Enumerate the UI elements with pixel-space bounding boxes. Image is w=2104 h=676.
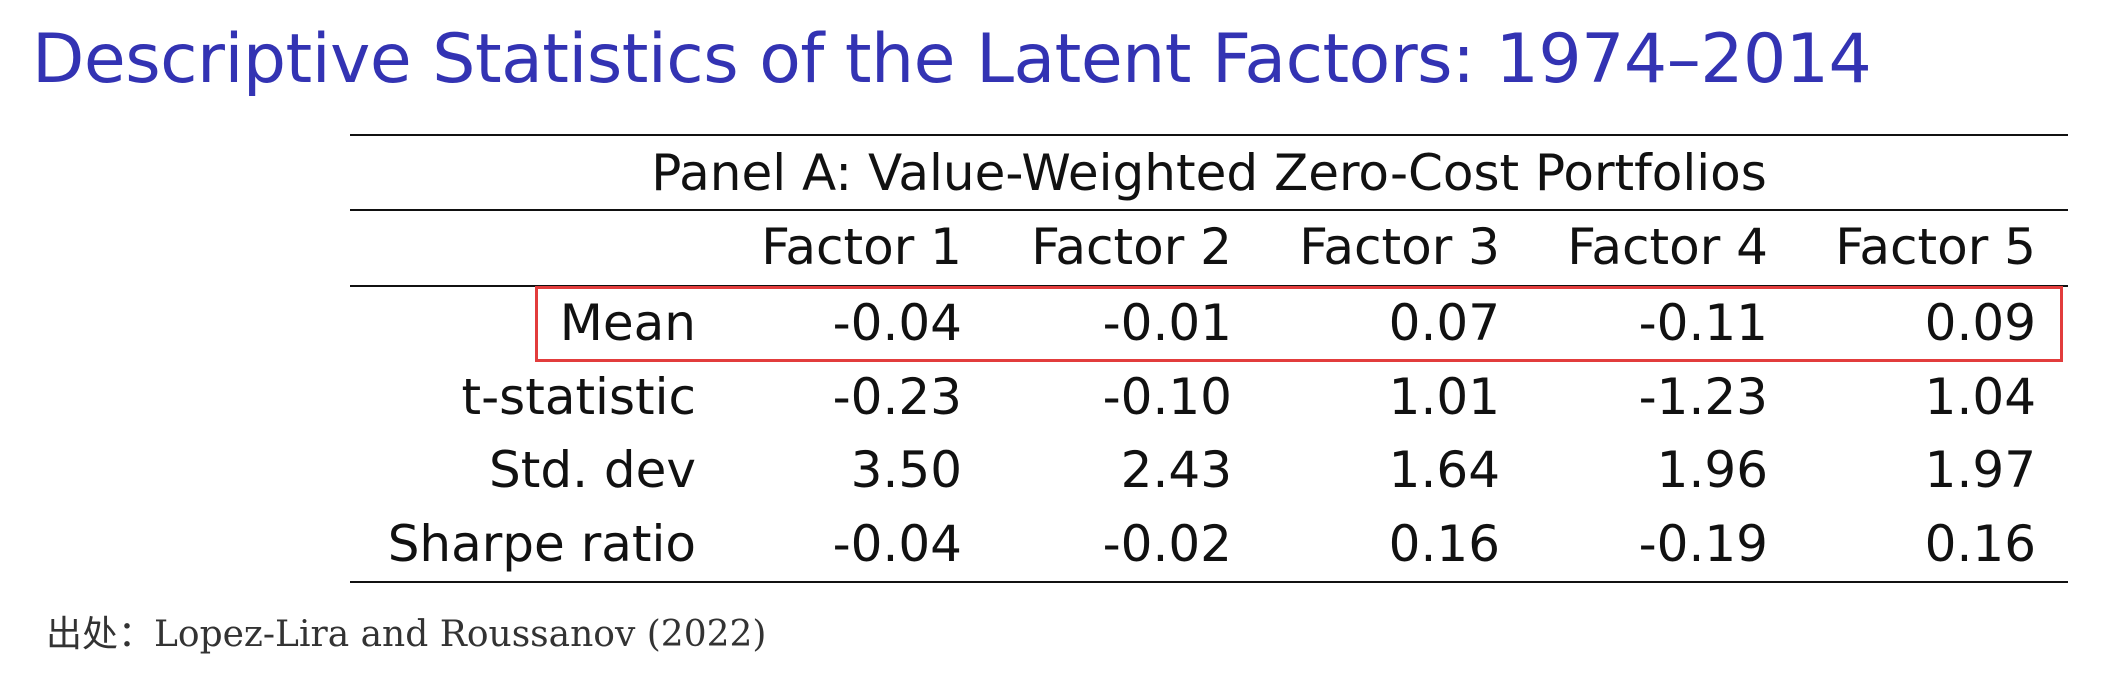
table-cell: 1.97 (1924, 441, 2036, 499)
top-rule (350, 134, 2068, 136)
column-header: Factor 2 (1031, 218, 1232, 276)
row-label: Sharpe ratio (387, 515, 696, 573)
table-cell: -0.04 (832, 515, 962, 573)
table-cell: 0.16 (1924, 515, 2036, 573)
row-label: t-statistic (461, 368, 696, 426)
table-cell: 1.96 (1656, 441, 1768, 499)
source-citation: 出处：Lopez-Lira and Roussanov (2022) (46, 614, 767, 655)
table-cell: 1.01 (1388, 368, 1500, 426)
table-cell: -0.01 (1102, 294, 1232, 352)
table-cell: 1.64 (1388, 441, 1500, 499)
row-label: Mean (559, 294, 696, 352)
table-cell: 3.50 (850, 441, 962, 499)
table-cell: -0.10 (1102, 368, 1232, 426)
table-cell: 2.43 (1120, 441, 1232, 499)
panel-rule (350, 209, 2068, 211)
column-header: Factor 3 (1299, 218, 1500, 276)
table-cell: 0.07 (1388, 294, 1500, 352)
table-cell: -0.11 (1638, 294, 1768, 352)
bottom-rule (350, 581, 2068, 583)
page-title: Descriptive Statistics of the Latent Fac… (32, 20, 1872, 99)
table-cell: 0.09 (1924, 294, 2036, 352)
mean-row-highlight-box (535, 286, 2063, 362)
table-cell: -0.02 (1102, 515, 1232, 573)
panel-title: Panel A: Value-Weighted Zero-Cost Portfo… (651, 144, 1767, 202)
table-cell: -0.19 (1638, 515, 1768, 573)
column-header: Factor 4 (1567, 218, 1768, 276)
table-cell: -1.23 (1638, 368, 1768, 426)
table-cell: -0.04 (832, 294, 962, 352)
table-cell: -0.23 (832, 368, 962, 426)
column-header: Factor 5 (1835, 218, 2036, 276)
row-label: Std. dev (489, 441, 696, 499)
table-cell: 0.16 (1388, 515, 1500, 573)
column-header: Factor 1 (761, 218, 962, 276)
table-cell: 1.04 (1924, 368, 2036, 426)
